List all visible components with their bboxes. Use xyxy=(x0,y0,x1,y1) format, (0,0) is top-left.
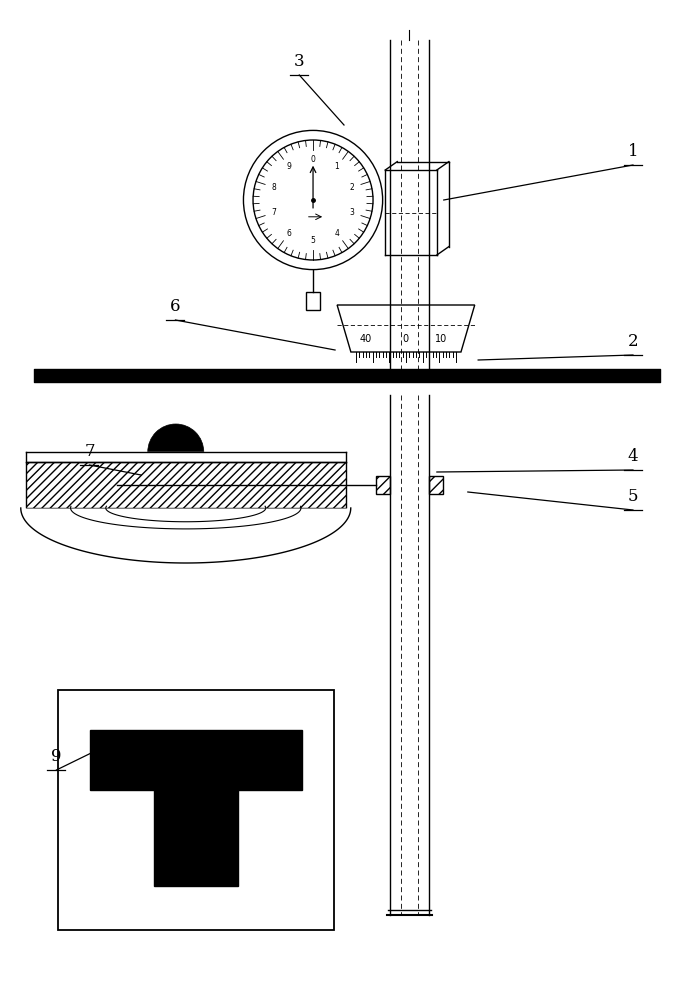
Text: 10: 10 xyxy=(435,334,447,344)
Bar xyxy=(429,476,442,494)
Bar xyxy=(25,462,346,508)
Text: 0: 0 xyxy=(403,334,409,344)
Text: 8: 8 xyxy=(272,183,277,192)
Text: 4: 4 xyxy=(334,229,339,238)
Wedge shape xyxy=(148,424,204,452)
Text: 2: 2 xyxy=(350,183,354,192)
Text: 9: 9 xyxy=(51,748,62,765)
Text: 9: 9 xyxy=(287,162,292,171)
Text: 5: 5 xyxy=(310,236,316,245)
Bar xyxy=(306,292,320,310)
Polygon shape xyxy=(91,730,301,886)
Text: 3: 3 xyxy=(350,208,354,217)
Text: 2: 2 xyxy=(627,333,638,350)
Bar xyxy=(376,476,390,494)
Circle shape xyxy=(253,140,373,260)
Text: 0: 0 xyxy=(310,155,316,164)
Polygon shape xyxy=(337,305,475,352)
Text: 3: 3 xyxy=(294,53,305,70)
Text: 7: 7 xyxy=(272,208,277,217)
Text: 4: 4 xyxy=(627,448,638,465)
Text: 6: 6 xyxy=(287,229,292,238)
Text: 5: 5 xyxy=(627,488,638,505)
Text: 6: 6 xyxy=(170,298,181,315)
Bar xyxy=(58,690,334,930)
Text: 40: 40 xyxy=(360,334,372,344)
Text: 7: 7 xyxy=(84,443,95,460)
Text: 1: 1 xyxy=(334,162,339,171)
Text: 1: 1 xyxy=(627,143,638,160)
